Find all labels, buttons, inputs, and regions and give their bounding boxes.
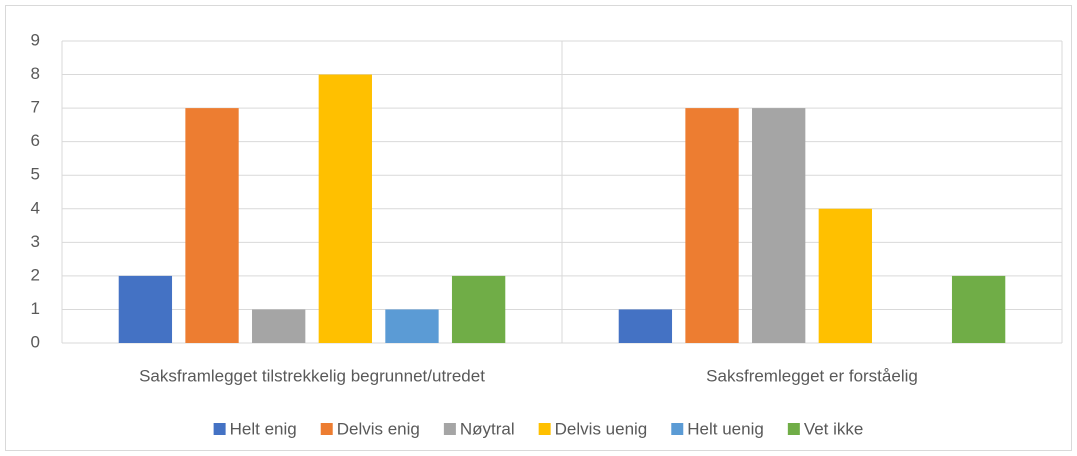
bar [118, 275, 173, 343]
y-tick-label: 9 [31, 30, 40, 49]
legend-swatch [671, 423, 684, 435]
y-tick-label: 0 [31, 332, 40, 351]
bar [951, 275, 1006, 343]
bar [318, 74, 372, 344]
legend-swatch [538, 423, 551, 435]
legend-label: Vet ikke [804, 419, 864, 438]
bar [818, 208, 872, 343]
chart-border [5, 5, 1072, 451]
legend-swatch [320, 423, 333, 435]
y-tick-label: 7 [31, 98, 40, 117]
bar [385, 309, 439, 343]
bar [618, 309, 673, 343]
legend-swatch [443, 423, 456, 435]
legend-label: Delvis enig [337, 419, 420, 438]
y-tick-label: 4 [31, 198, 40, 217]
x-tick-label: Saksframlegget tilstrekkelig begrunnet/u… [139, 366, 485, 385]
legend-label: Nøytral [460, 419, 515, 438]
y-tick-label: 2 [31, 265, 40, 284]
y-tick-label: 8 [31, 64, 40, 83]
y-tick-label: 5 [31, 165, 40, 184]
y-tick-label: 3 [31, 232, 40, 251]
bar [685, 108, 739, 343]
x-tick-label: Saksfremlegget er forståelig [706, 366, 918, 385]
y-tick-label: 1 [31, 299, 40, 318]
bar [752, 108, 806, 343]
legend-swatch [787, 423, 800, 435]
legend-label: Delvis uenig [555, 419, 648, 438]
bar [185, 108, 239, 343]
bar [451, 275, 506, 343]
legend-label: Helt uenig [687, 419, 764, 438]
y-tick-label: 6 [31, 131, 40, 150]
bar [252, 309, 306, 343]
legend-label: Helt enig [230, 419, 297, 438]
legend-swatch [213, 423, 226, 435]
